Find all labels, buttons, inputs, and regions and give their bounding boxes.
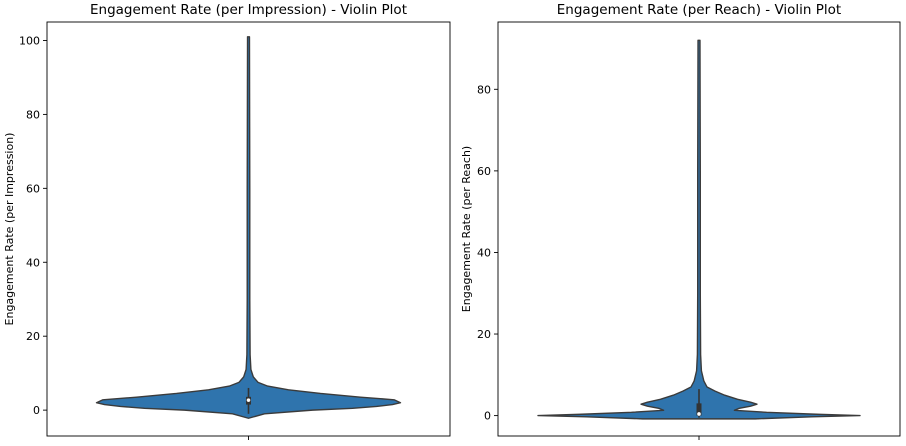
violin-group-reach	[537, 39, 861, 420]
y-tick-label-impression-100: 100	[19, 34, 40, 47]
y-axis-impression: 0 20 40 60 80 100	[19, 34, 47, 417]
y-tick-label-reach-0: 0	[484, 410, 491, 423]
y-tick-label-impression-80: 80	[26, 108, 40, 121]
median-dot-impression	[246, 398, 251, 402]
y-axis-label-reach: Engagement Rate (per Reach)	[460, 146, 473, 312]
panel-impression: Engagement Rate (per Impression) - Violi…	[3, 2, 451, 440]
y-tick-label-reach-20: 20	[477, 328, 491, 341]
iqr-box-reach	[696, 403, 702, 416]
y-tick-label-reach-80: 80	[477, 83, 491, 96]
y-axis-reach: 0 20 40 60 80	[477, 83, 498, 423]
median-dot-reach	[697, 412, 701, 416]
y-tick-label-impression-20: 20	[26, 330, 40, 343]
violin-body-impression	[95, 36, 402, 419]
y-axis-label-impression: Engagement Rate (per Impression)	[3, 133, 16, 326]
violin-group-impression	[95, 36, 402, 419]
panel-reach: Engagement Rate (per Reach) - Violin Plo…	[460, 2, 901, 440]
violin-body-reach	[537, 39, 861, 420]
y-tick-label-impression-0: 0	[33, 404, 40, 417]
y-tick-label-impression-60: 60	[26, 182, 40, 195]
chart-title-impression: Engagement Rate (per Impression) - Violi…	[90, 2, 407, 18]
y-tick-label-reach-40: 40	[477, 246, 491, 259]
y-tick-label-impression-40: 40	[26, 256, 40, 269]
chart-title-reach: Engagement Rate (per Reach) - Violin Plo…	[557, 2, 841, 18]
y-tick-label-reach-60: 60	[477, 165, 491, 178]
